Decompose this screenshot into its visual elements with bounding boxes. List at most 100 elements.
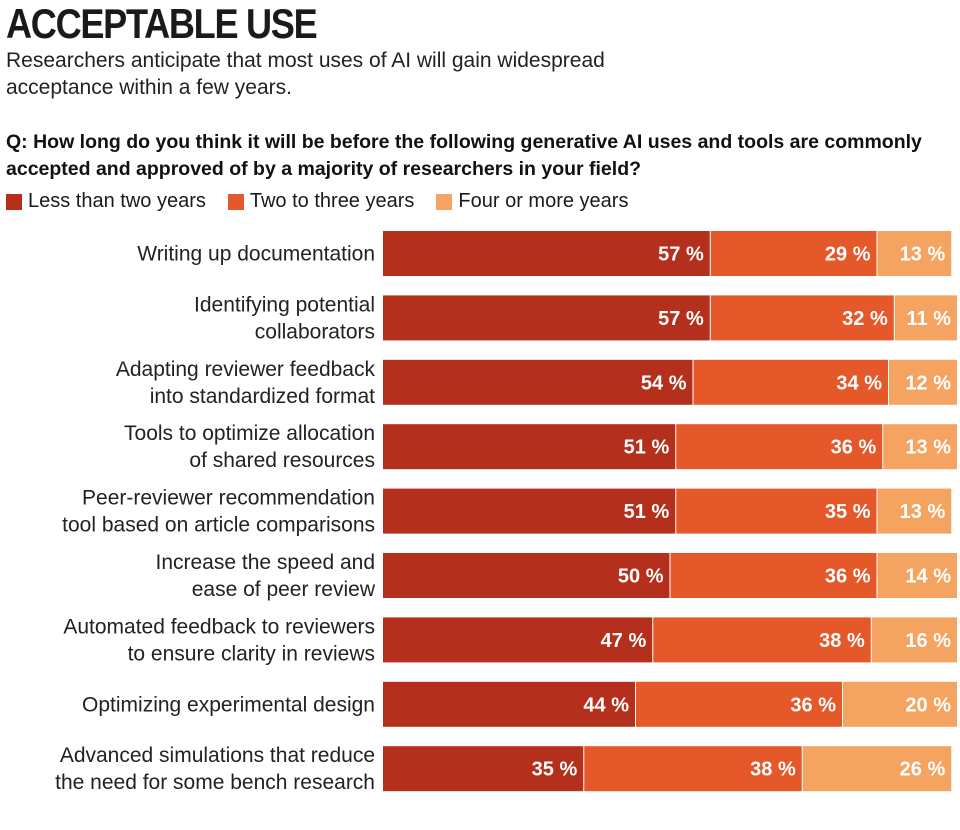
category-label-line: the need for some bench research	[55, 771, 375, 794]
bar-row: Advanced simulations that reduce the need…	[55, 744, 952, 794]
value-label: 50 %	[618, 566, 664, 588]
bar-segment-less-than-two	[383, 746, 584, 792]
value-label: 13 %	[900, 244, 946, 266]
bar-row: Identifying potential collaborators 57 % 32…	[194, 293, 957, 343]
bar-segment-four-or-more	[877, 553, 957, 598]
bar-row: Increase the speed and ease of peer revie…	[156, 551, 957, 601]
bar-segment-two-to-three	[710, 295, 894, 341]
value-label: 29 %	[825, 244, 871, 266]
value-label: 20 %	[905, 694, 951, 716]
category-label-line: Writing up documentation	[137, 243, 375, 266]
legend-item-two-to-three: Two to three years	[227, 190, 415, 213]
category-label: Increase the speed and ease of peer revie…	[156, 551, 376, 601]
value-label: 35 %	[825, 501, 871, 523]
bar-row: Writing up documentation 57 % 29 % 13 %	[137, 231, 952, 276]
value-label: 26 %	[900, 759, 946, 781]
value-label: 36 %	[825, 566, 871, 588]
bar-segment-two-to-three	[636, 681, 842, 727]
bar-segment-less-than-two	[383, 617, 653, 663]
bar-segment-less-than-two	[383, 295, 710, 341]
bar-segment-two-to-three	[676, 424, 883, 470]
value-label: 57 %	[658, 308, 704, 330]
category-label-line: to ensure clarity in reviews	[128, 642, 375, 665]
category-label-line: Tools to optimize allocation	[124, 422, 375, 445]
bar-segment-four-or-more	[877, 488, 952, 534]
bar-segment-two-to-three	[710, 231, 877, 276]
value-label: 38 %	[750, 759, 796, 781]
value-label: 54 %	[641, 372, 687, 394]
bar-segment-four-or-more	[894, 295, 957, 341]
category-label: Optimizing experimental design	[82, 693, 375, 716]
bar-segment-less-than-two	[383, 359, 693, 405]
value-label: 32 %	[842, 308, 888, 330]
value-label: 14 %	[905, 566, 951, 588]
category-label-line: Identifying potential	[194, 293, 375, 316]
bar-segment-four-or-more	[843, 681, 957, 727]
value-label: 34 %	[836, 372, 882, 394]
bar-segment-less-than-two	[383, 488, 676, 534]
bar-row: Automated feedback to reviewers to ensure…	[63, 615, 957, 665]
category-label-line: Automated feedback to reviewers	[63, 615, 375, 638]
legend: Less than two years Two to three years F…	[6, 190, 650, 213]
bar-segment-two-to-three	[584, 746, 802, 792]
legend-swatch-less-than-two	[6, 193, 22, 210]
value-label: 36 %	[790, 694, 836, 716]
value-label: 36 %	[831, 437, 877, 459]
value-label: 35 %	[532, 759, 578, 781]
category-label: Identifying potential collaborators	[194, 293, 375, 343]
value-label: 47 %	[601, 630, 647, 652]
bar-segment-four-or-more	[871, 617, 957, 663]
category-label: Writing up documentation	[137, 243, 375, 266]
bar-row: Optimizing experimental design 44 % 36 % 20…	[82, 681, 957, 727]
category-label: Tools to optimize allocation of shared re…	[124, 422, 375, 472]
category-label-line: collaborators	[255, 320, 375, 343]
value-label: 13 %	[905, 437, 951, 459]
category-label: Peer-reviewer recommendation tool based o…	[62, 487, 375, 537]
category-label-line: of shared resources	[189, 449, 375, 472]
bar-segment-two-to-three	[653, 617, 871, 663]
value-label: 16 %	[905, 630, 951, 652]
legend-label-less-than-two: Less than two years	[28, 190, 206, 212]
category-label-line: Adapting reviewer feedback	[116, 358, 376, 381]
legend-swatch-two-to-three	[227, 193, 244, 210]
value-label: 57 %	[658, 244, 704, 266]
value-label: 11 %	[907, 308, 952, 330]
category-label: Automated feedback to reviewers to ensure…	[63, 615, 375, 665]
category-label-line: ease of peer review	[192, 578, 376, 601]
bar-segment-two-to-three	[693, 359, 888, 405]
category-label-line: Optimizing experimental design	[82, 693, 375, 716]
bar-segment-four-or-more	[802, 746, 952, 792]
value-label: 38 %	[819, 630, 865, 652]
value-label: 51 %	[624, 437, 670, 459]
legend-item-four-or-more: Four or more years	[436, 190, 628, 213]
bar-segment-less-than-two	[383, 553, 670, 598]
bar-row: Adapting reviewer feedback into standardi…	[116, 358, 957, 408]
chart-title: ACCEPTABLE USE	[6, 0, 318, 47]
value-label: 44 %	[583, 694, 629, 716]
legend-item-less-than-two: Less than two years	[6, 190, 206, 213]
bar-segment-four-or-more	[883, 424, 957, 470]
bar-segment-four-or-more	[877, 231, 952, 276]
bar-segment-less-than-two	[383, 231, 710, 276]
value-label: 51 %	[624, 501, 670, 523]
category-label-line: Advanced simulations that reduce	[60, 744, 375, 767]
bar-segment-less-than-two	[383, 424, 676, 470]
bar-segment-two-to-three	[676, 488, 877, 534]
bar-row: Tools to optimize allocation of shared re…	[124, 422, 957, 472]
legend-swatch-four-or-more	[436, 193, 453, 210]
bar-segment-less-than-two	[383, 681, 635, 727]
chart-subtitle: Researchers anticipate that most uses of…	[6, 49, 605, 99]
category-label: Adapting reviewer feedback into standardi…	[116, 358, 376, 408]
legend-label-four-or-more: Four or more years	[458, 190, 629, 212]
value-label: 13 %	[900, 501, 946, 523]
survey-question: Q: How long do you think it will be befo…	[6, 131, 922, 180]
legend-label-two-to-three: Two to three years	[249, 190, 415, 212]
category-label-line: tool based on article comparisons	[62, 514, 375, 537]
value-label: 12 %	[905, 372, 951, 394]
category-label-line: Peer-reviewer recommendation	[82, 487, 375, 510]
bar-segment-two-to-three	[670, 553, 877, 598]
category-label: Advanced simulations that reduce the need…	[55, 744, 375, 794]
bar-segment-four-or-more	[889, 359, 957, 405]
bar-row: Peer-reviewer recommendation tool based o…	[62, 487, 952, 537]
